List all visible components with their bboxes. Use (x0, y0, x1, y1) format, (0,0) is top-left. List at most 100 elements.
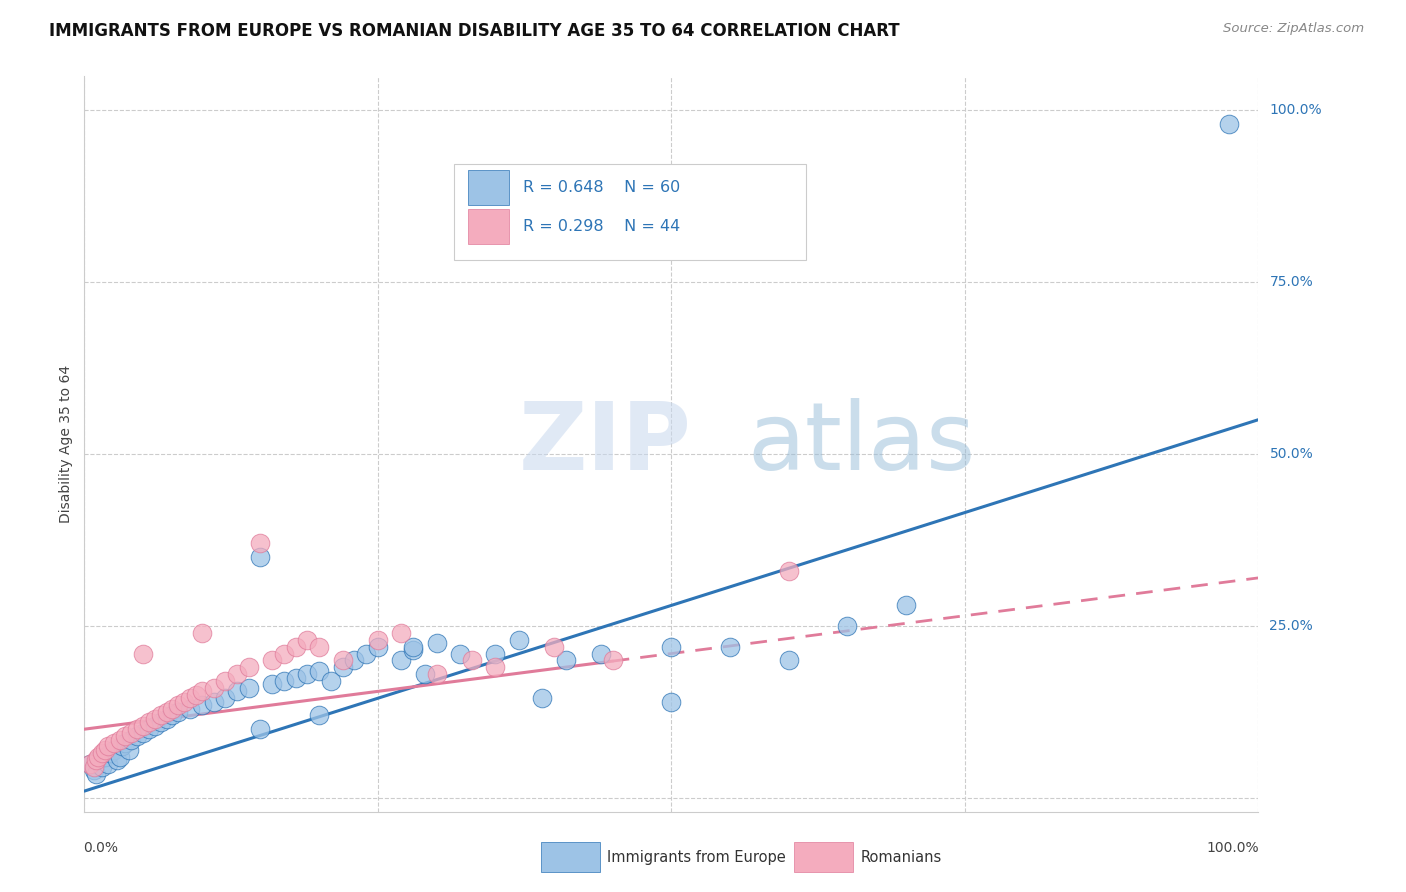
Text: 75.0%: 75.0% (1270, 275, 1313, 289)
Point (202, 681, 225, 695)
Point (554, 653, 576, 667)
FancyBboxPatch shape (468, 209, 509, 244)
Point (91, 746, 114, 760)
Point (179, 691, 201, 706)
Point (319, 674, 342, 689)
Point (602, 653, 624, 667)
Point (108, 749, 131, 764)
Point (273, 647, 295, 661)
Point (449, 647, 471, 661)
Point (413, 667, 436, 681)
Point (162, 708, 184, 723)
Point (332, 653, 354, 667)
Point (79, 756, 101, 771)
Point (896, 599, 918, 613)
Point (214, 691, 236, 706)
Point (484, 660, 506, 674)
Point (508, 632, 530, 647)
Point (484, 647, 506, 661)
Text: IMMIGRANTS FROM EUROPE VS ROMANIAN DISABILITY AGE 35 TO 64 CORRELATION CHART: IMMIGRANTS FROM EUROPE VS ROMANIAN DISAB… (49, 22, 900, 40)
Point (238, 681, 260, 695)
Point (837, 619, 859, 633)
Point (108, 732, 131, 747)
Point (155, 705, 177, 719)
Point (84, 753, 107, 767)
Point (543, 640, 565, 654)
Point (249, 550, 271, 565)
Text: atlas: atlas (748, 398, 976, 490)
Point (214, 674, 236, 689)
Point (84, 767, 107, 781)
Point (79, 756, 101, 771)
Point (97, 739, 120, 754)
Point (149, 708, 172, 723)
Point (103, 736, 125, 750)
Point (173, 695, 195, 709)
Point (661, 695, 683, 709)
Point (402, 640, 425, 654)
Point (97, 756, 120, 771)
Point (461, 653, 484, 667)
Point (184, 688, 207, 702)
Text: R = 0.298    N = 44: R = 0.298 N = 44 (523, 219, 681, 235)
Text: 100.0%: 100.0% (1270, 103, 1322, 117)
Point (191, 626, 214, 640)
Point (389, 653, 412, 667)
Point (589, 647, 612, 661)
Point (426, 636, 449, 650)
Text: ZIP: ZIP (519, 398, 692, 490)
Point (103, 743, 125, 757)
Point (83, 764, 105, 778)
Point (114, 736, 136, 750)
Point (297, 632, 319, 647)
Point (143, 712, 166, 726)
Text: R = 0.648    N = 60: R = 0.648 N = 60 (523, 180, 681, 195)
Point (94, 743, 117, 757)
Point (191, 698, 214, 712)
Point (98, 746, 121, 760)
Text: Romanians: Romanians (860, 850, 942, 864)
Point (354, 647, 377, 661)
Point (284, 671, 307, 685)
Point (262, 653, 284, 667)
Point (87, 753, 110, 767)
Point (118, 743, 141, 757)
Point (238, 660, 260, 674)
Point (718, 640, 741, 654)
Text: 25.0%: 25.0% (1270, 619, 1313, 633)
Point (87, 749, 110, 764)
Point (138, 722, 160, 736)
Point (191, 684, 214, 698)
Point (273, 674, 295, 689)
Point (249, 722, 271, 736)
Point (105, 753, 128, 767)
Point (143, 719, 166, 733)
Point (426, 667, 449, 681)
Point (202, 695, 225, 709)
Point (114, 729, 136, 743)
Point (120, 725, 142, 739)
Point (297, 667, 319, 681)
Point (138, 715, 160, 730)
Point (149, 715, 172, 730)
Text: Source: ZipAtlas.com: Source: ZipAtlas.com (1223, 22, 1364, 36)
Text: 100.0%: 100.0% (1206, 841, 1260, 855)
Text: 50.0%: 50.0% (1270, 447, 1313, 461)
Point (226, 684, 249, 698)
Point (367, 632, 389, 647)
Point (1218, 117, 1240, 131)
Text: Immigrants from Europe: Immigrants from Europe (607, 850, 786, 864)
Point (284, 640, 307, 654)
Point (332, 660, 354, 674)
Point (120, 732, 142, 747)
Point (389, 626, 412, 640)
FancyBboxPatch shape (454, 164, 807, 260)
Point (167, 705, 190, 719)
Text: 0.0%: 0.0% (83, 841, 118, 855)
Point (132, 719, 155, 733)
Point (127, 729, 149, 743)
Point (402, 643, 425, 657)
Point (308, 640, 330, 654)
Point (367, 640, 389, 654)
Y-axis label: Disability Age 35 to 64: Disability Age 35 to 64 (59, 365, 73, 523)
